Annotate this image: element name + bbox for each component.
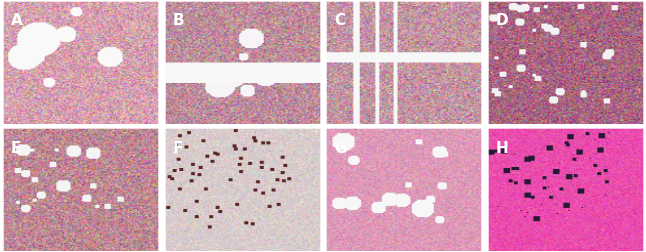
Text: D: D xyxy=(495,14,508,28)
Text: B: B xyxy=(172,14,184,28)
Text: E: E xyxy=(11,141,21,156)
Text: A: A xyxy=(11,14,23,28)
Text: F: F xyxy=(172,141,183,156)
Text: G: G xyxy=(334,141,346,156)
Text: H: H xyxy=(495,141,508,156)
Text: C: C xyxy=(334,14,345,28)
